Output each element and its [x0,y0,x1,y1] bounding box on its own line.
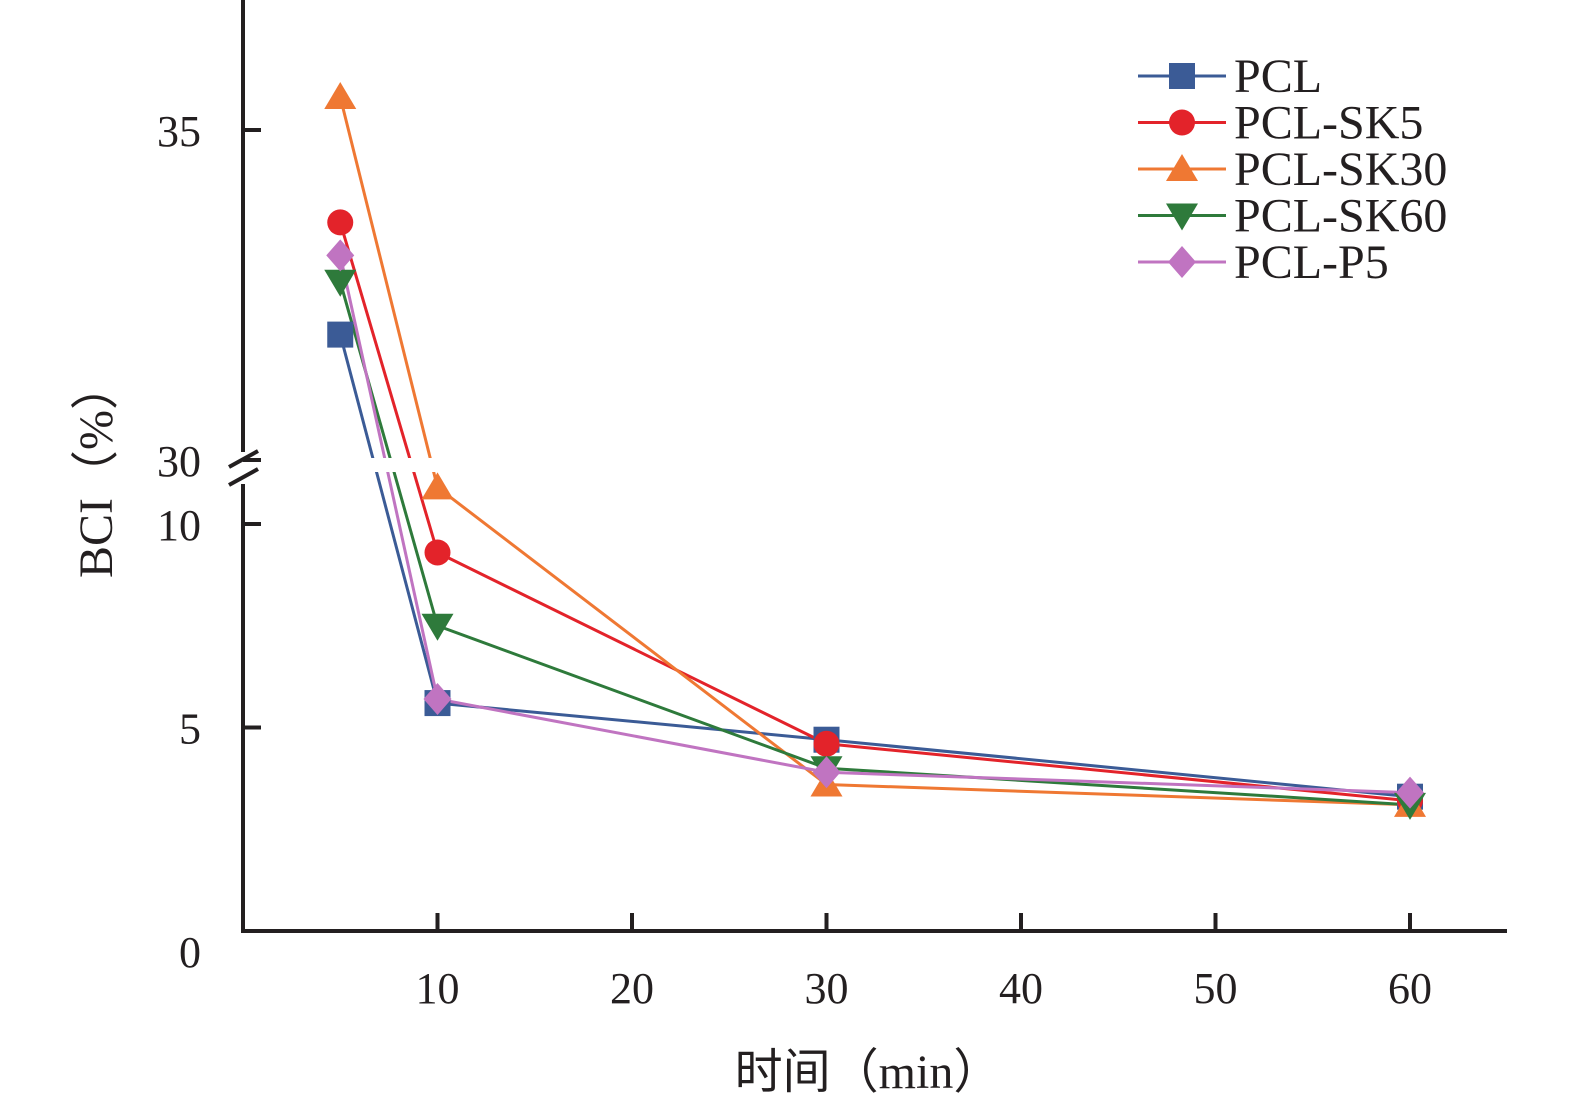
break-gap [330,458,440,472]
legend-marker [1169,63,1195,89]
legend-label: PCL-SK60 [1234,190,1447,243]
data-point [327,321,354,348]
x-tick-label: 30 [805,964,849,1013]
legend-item: PCL [1138,50,1322,103]
ticks: 10 20 30 40 50 60 0 5 10 30 35 [157,107,1432,1013]
data-point [421,613,454,641]
legend-item: PCL-P5 [1138,236,1389,289]
y-tick-label: 30 [157,437,201,486]
legend-label: PCL-P5 [1234,236,1389,289]
axis-break-mark [228,449,260,487]
y-tick-label: 5 [179,705,201,754]
legend-marker [1166,154,1198,181]
y-tick-label: 10 [157,501,201,550]
x-tick-label: 40 [999,964,1043,1013]
data-point [813,730,840,757]
series-line [338,281,1411,807]
y-axis-title: BCI（%） [70,362,123,578]
data-point [424,539,451,566]
legend-item: PCL-SK5 [1138,97,1423,150]
legend-marker [1166,203,1198,231]
axis-break-gap [330,458,440,472]
x-tick-label: 10 [416,964,460,1013]
series-line [338,334,1411,799]
legend-marker [1168,246,1196,278]
data-point [324,82,357,109]
legend-item: PCL-SK60 [1138,190,1447,243]
series-lines [338,96,1411,807]
data-point [326,239,355,272]
data-point [421,472,454,500]
series-line [338,96,1411,807]
legend-marker [1169,109,1195,136]
series-markers [324,82,1426,820]
legend-label: PCL [1234,50,1322,103]
series-line [338,221,1411,803]
data-point [1396,776,1424,809]
series-line [338,255,1411,795]
legend-label: PCL-SK30 [1234,143,1447,196]
x-tick-label: 60 [1388,964,1432,1013]
axis-titles: 时间（min） BCI（%） [70,362,1001,1099]
legend-item: PCL-SK30 [1138,143,1447,196]
data-point [327,209,354,236]
x-axis-title: 时间（min） [735,1046,1002,1099]
y-tick-label: 35 [157,107,201,156]
x-tick-label: 50 [1194,964,1238,1013]
data-point [324,269,357,297]
legend-label: PCL-SK5 [1234,97,1423,150]
y-tick-label: 0 [179,928,201,977]
data-point [423,683,452,716]
x-tick-label: 20 [610,964,654,1013]
data-point [812,756,841,789]
